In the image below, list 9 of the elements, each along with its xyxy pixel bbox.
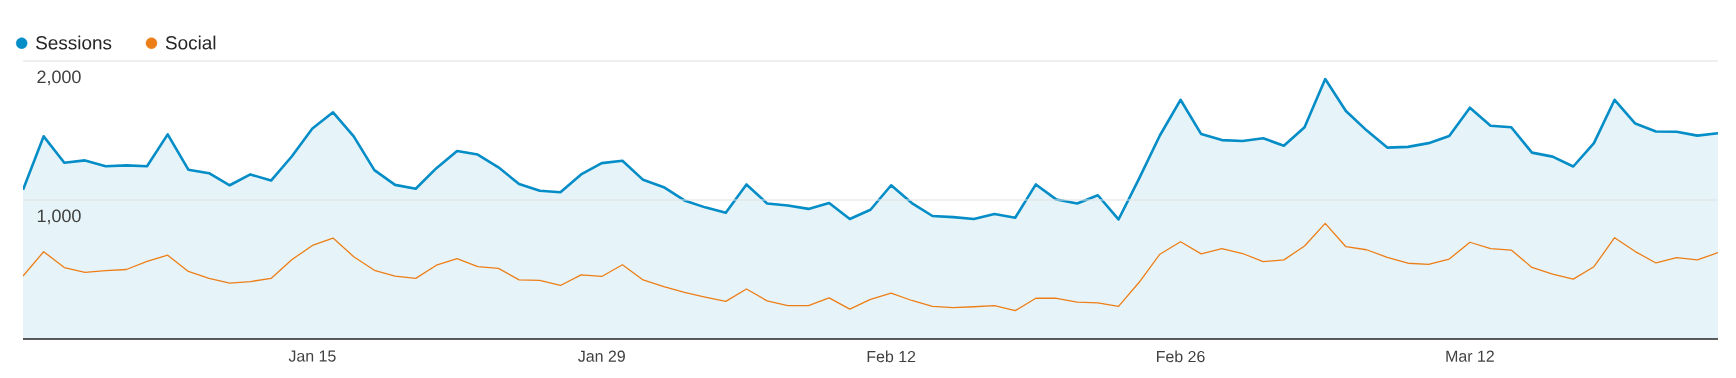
x-tick-label: Feb 26 <box>1157 350 1205 363</box>
legend-label: Sessions <box>36 35 112 50</box>
x-tick-label: Jan 29 <box>578 350 625 362</box>
y-tick-label: 1,000 <box>37 209 81 225</box>
y-tick-label: 2,000 <box>37 70 81 86</box>
x-tick-label: Feb 12 <box>867 350 916 363</box>
legend-label: Social <box>165 35 216 50</box>
x-tick-label: Mar 12 <box>1446 350 1494 362</box>
x-tick-label: Jan 15 <box>288 350 336 362</box>
